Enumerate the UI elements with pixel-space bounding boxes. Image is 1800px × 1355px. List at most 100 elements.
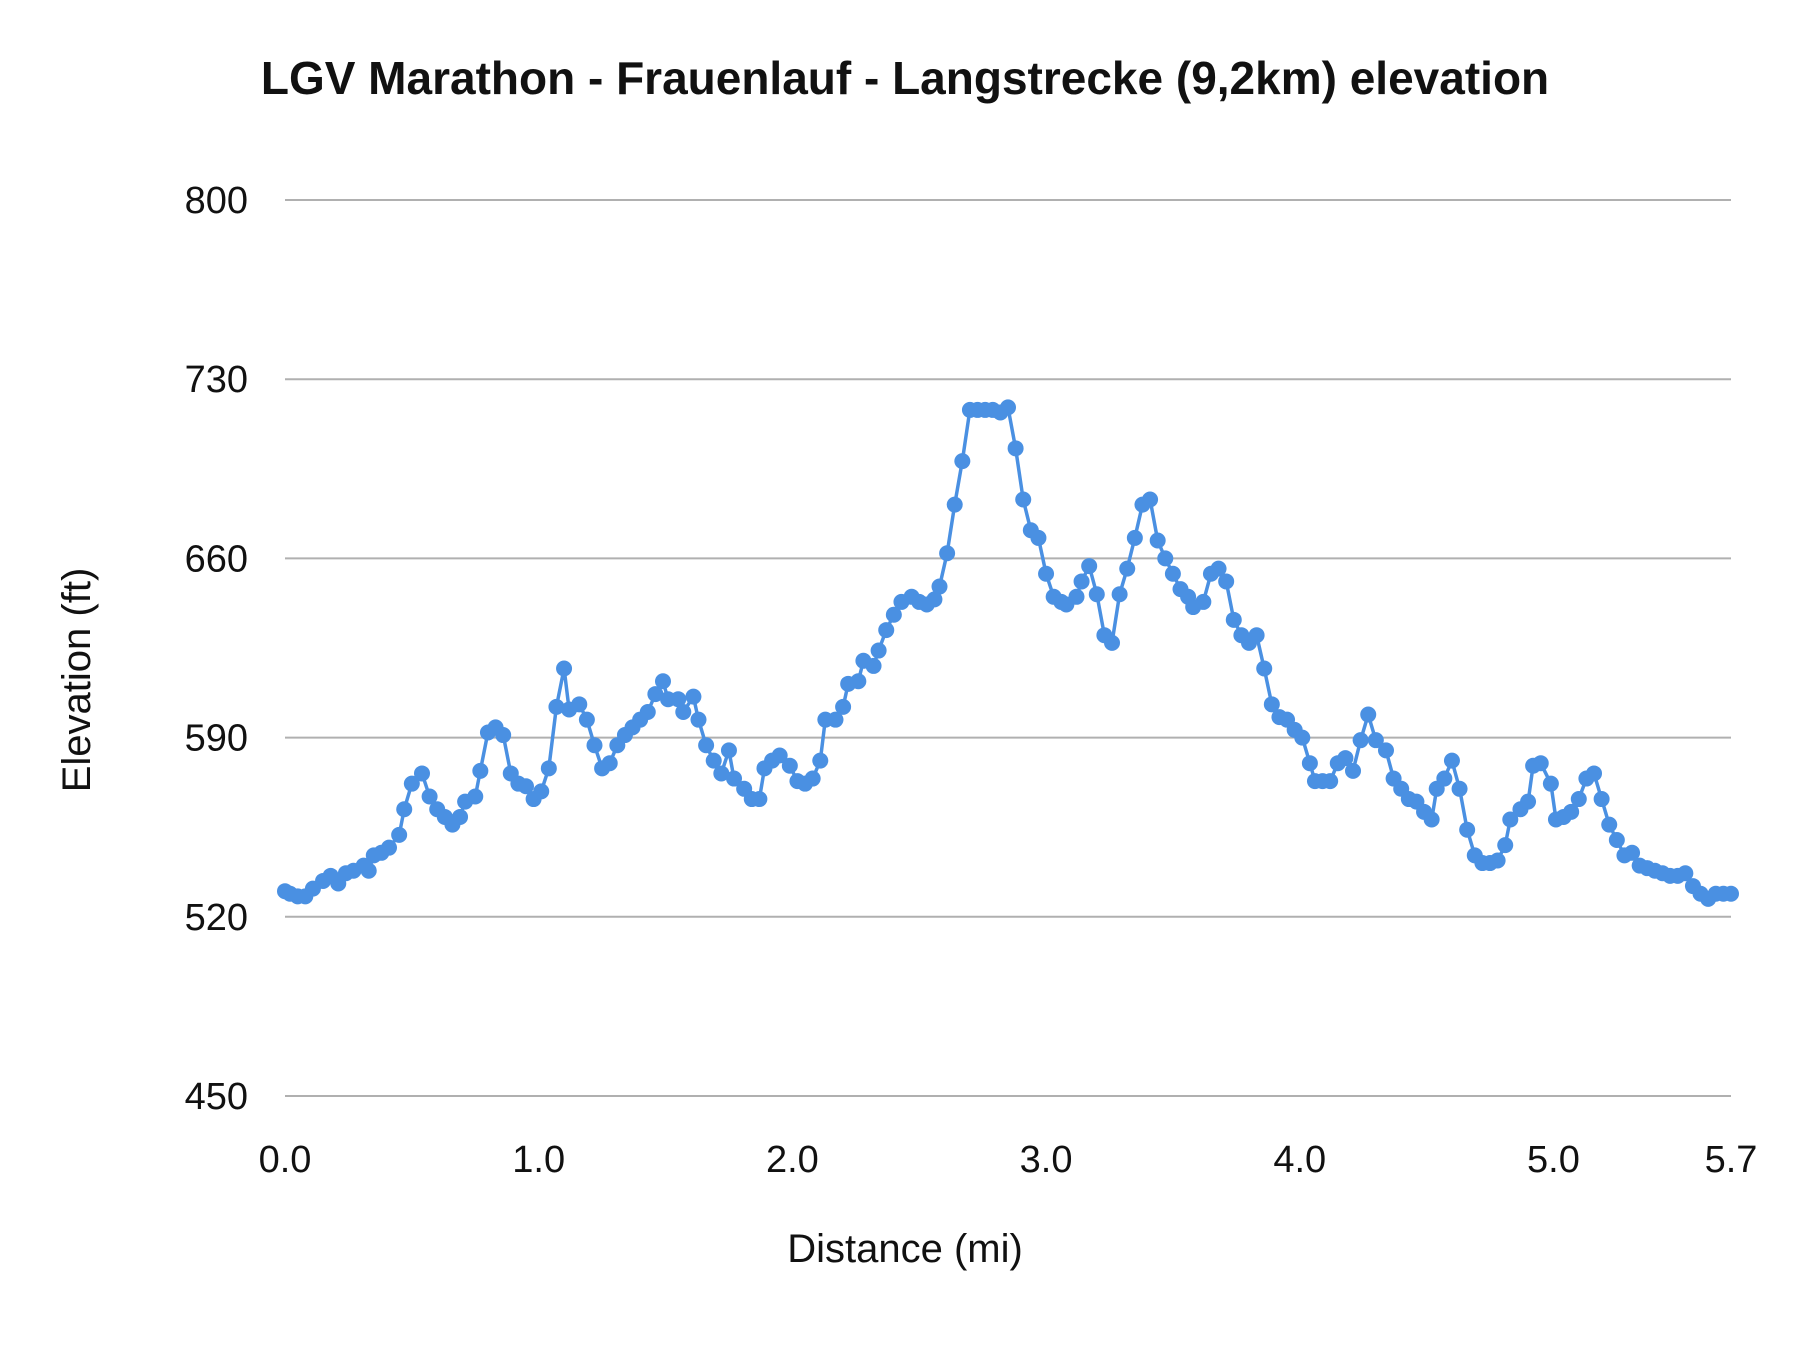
data-point [472,762,489,779]
x-tick-label: 0.0 [259,1139,312,1181]
y-tick-label: 800 [185,180,248,222]
data-point [601,755,618,772]
data-point [675,704,692,720]
data-point [1104,634,1121,651]
data-point [781,757,798,774]
data-point [804,770,821,787]
gridlines [285,199,1731,1097]
data-point [812,752,829,769]
data-point [1073,573,1090,590]
data-point [690,711,707,728]
data-point [1723,885,1739,902]
data-point [571,696,588,713]
data-point [827,711,844,728]
data-point [403,775,420,792]
data-point [1218,573,1235,590]
data-point [1337,750,1354,767]
data-point [1157,550,1174,567]
data-point [1677,865,1694,882]
data-point [1081,558,1098,575]
chart-title: LGV Marathon - Frauenlauf - Langstrecke … [261,52,1549,104]
data-point [381,839,398,856]
data-point [685,688,702,705]
data-point [1007,440,1024,457]
data-point [878,622,895,639]
data-point [1015,491,1032,508]
x-tick-label: 1.0 [512,1139,565,1181]
data-point [1367,732,1384,749]
data-point [946,496,963,513]
data-point [1248,627,1265,644]
x-tick-label: 4.0 [1273,1139,1326,1181]
data-point [540,760,557,777]
data-point [1142,491,1159,508]
data-point [578,711,595,728]
data-point [726,770,743,787]
y-tick-label: 660 [185,538,248,580]
data-point [1443,752,1460,769]
elevation-series [277,399,1739,907]
data-point [1126,529,1143,546]
y-axis-title: Elevation (ft) [55,568,99,793]
data-point [1451,780,1468,797]
data-point [413,765,430,782]
data-point [1164,565,1181,582]
data-point [495,727,512,744]
data-point [1436,770,1453,787]
data-point [654,673,671,690]
data-point [1586,765,1603,782]
data-point [1497,837,1514,854]
data-point [1088,586,1105,603]
data-point [518,778,534,795]
x-tick-label: 5.0 [1527,1139,1580,1181]
x-axis-ticks: 0.0 1.0 2.0 3.0 4.0 5.0 5.7 [259,1139,1758,1181]
x-tick-label: 3.0 [1020,1139,1073,1181]
data-point [870,642,887,659]
data-point [954,453,971,470]
data-point [670,691,687,708]
data-point [1532,755,1549,772]
data-point [720,742,737,759]
data-point [467,788,484,805]
data-point [931,578,948,595]
data-point [1068,588,1085,605]
data-point [1210,560,1227,577]
data-point [1256,660,1273,677]
data-point [1195,593,1212,610]
data-point [698,737,715,754]
data-point [1593,791,1610,808]
data-point [1301,755,1318,772]
x-tick-label: 5.7 [1705,1139,1758,1181]
data-point [1502,811,1519,828]
data-point [1263,696,1280,713]
data-point [639,704,656,720]
data-point [771,747,788,764]
data-point [885,606,902,623]
data-point [1038,565,1055,582]
data-point [452,808,469,825]
data-point [850,673,867,690]
data-point [865,657,882,674]
data-point [939,545,956,562]
x-tick-label: 2.0 [766,1139,819,1181]
data-point [1030,529,1047,546]
data-point [1345,762,1362,779]
data-point [586,737,603,754]
data-point [1294,729,1311,746]
data-point [1377,742,1394,759]
data-point [360,862,377,879]
data-point [1111,586,1128,603]
data-point [533,783,550,800]
data-point [1000,399,1016,416]
data-point [713,765,730,782]
data-point [835,698,852,715]
y-tick-label: 450 [185,1076,248,1118]
data-point [1459,821,1476,838]
x-axis-title: Distance (mi) [787,1227,1023,1271]
data-point [751,791,768,808]
data-point [1360,706,1377,723]
data-point [1352,732,1369,749]
data-point [1149,532,1166,549]
data-point [647,686,664,703]
